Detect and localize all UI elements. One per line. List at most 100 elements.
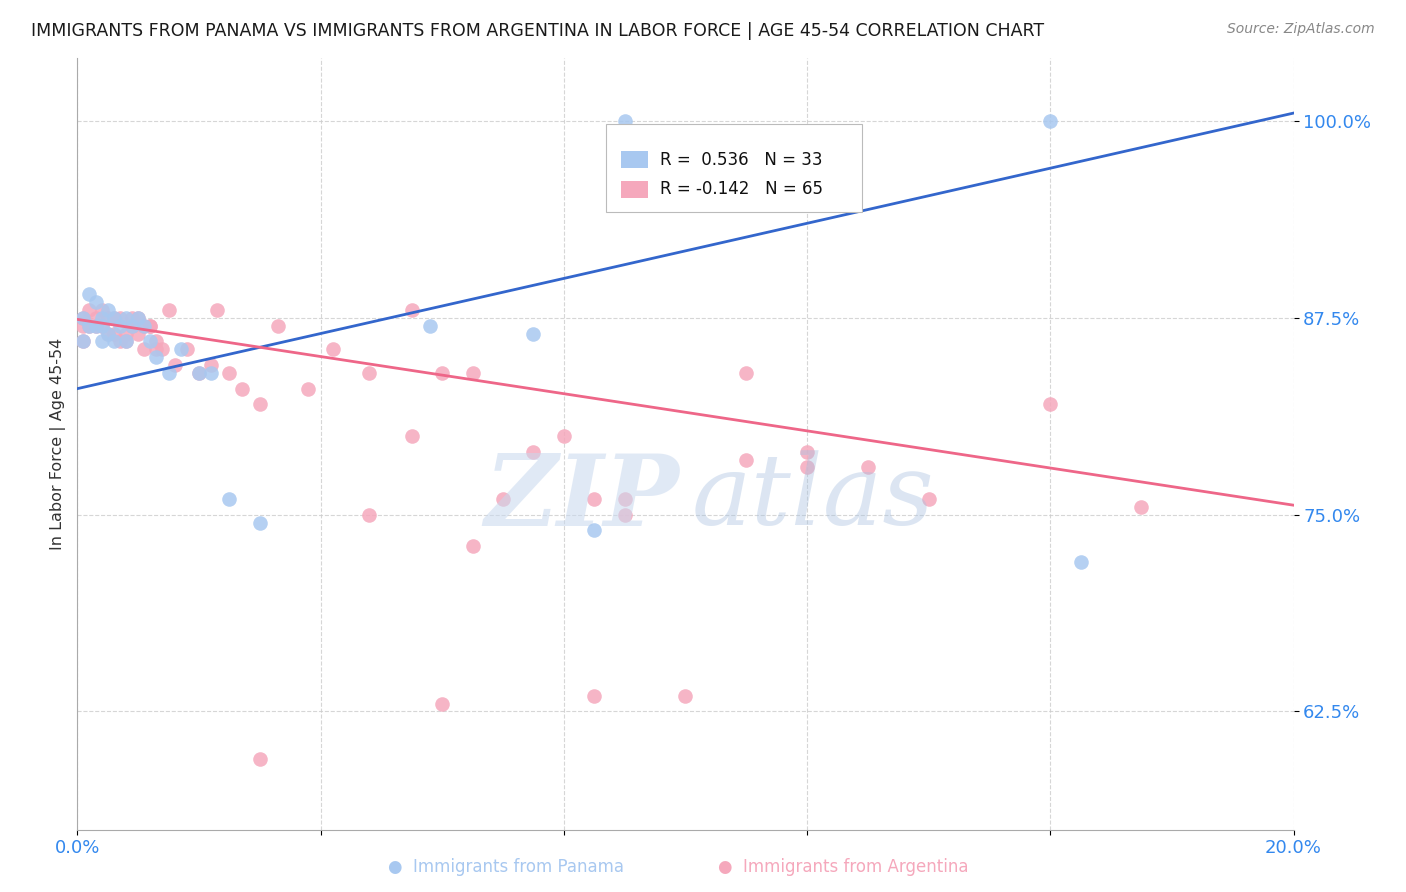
Point bbox=[188, 366, 211, 380]
Point bbox=[79, 318, 101, 333]
Point bbox=[97, 310, 120, 325]
Point bbox=[613, 114, 636, 128]
Point bbox=[163, 358, 186, 372]
Point bbox=[127, 310, 149, 325]
Point bbox=[796, 444, 818, 458]
Point bbox=[613, 508, 636, 522]
Point bbox=[79, 318, 101, 333]
Point bbox=[103, 310, 125, 325]
Point bbox=[121, 318, 143, 333]
Point bbox=[127, 326, 149, 341]
Point bbox=[103, 326, 125, 341]
Point bbox=[79, 287, 101, 301]
Point bbox=[430, 366, 453, 380]
Point bbox=[139, 334, 162, 349]
Point bbox=[145, 334, 167, 349]
Point bbox=[72, 310, 94, 325]
Point bbox=[72, 334, 94, 349]
Point bbox=[249, 397, 271, 411]
Point bbox=[79, 302, 101, 317]
Point bbox=[613, 491, 636, 506]
Y-axis label: In Labor Force | Age 45-54: In Labor Force | Age 45-54 bbox=[51, 338, 66, 549]
Point bbox=[492, 491, 515, 506]
Point bbox=[108, 318, 131, 333]
Point bbox=[200, 366, 222, 380]
Point bbox=[359, 508, 381, 522]
Text: Source: ZipAtlas.com: Source: ZipAtlas.com bbox=[1227, 22, 1375, 37]
Point bbox=[796, 460, 818, 475]
Point bbox=[157, 302, 180, 317]
Point bbox=[583, 491, 606, 506]
Point bbox=[461, 366, 484, 380]
Point bbox=[121, 318, 143, 333]
Text: atlas: atlas bbox=[692, 450, 934, 545]
Point bbox=[170, 343, 193, 357]
Point bbox=[1130, 500, 1153, 514]
Point bbox=[115, 334, 138, 349]
Point bbox=[200, 358, 222, 372]
Text: ZIP: ZIP bbox=[484, 450, 679, 546]
Point bbox=[522, 444, 544, 458]
Point bbox=[1039, 114, 1062, 128]
Point bbox=[205, 302, 228, 317]
Point bbox=[103, 334, 125, 349]
Point bbox=[115, 334, 138, 349]
Point bbox=[90, 334, 112, 349]
Point bbox=[553, 429, 575, 443]
Point bbox=[139, 318, 162, 333]
Point bbox=[139, 318, 162, 333]
Point bbox=[90, 310, 112, 325]
Point bbox=[108, 310, 131, 325]
Point bbox=[90, 318, 112, 333]
Point bbox=[218, 491, 240, 506]
Point bbox=[1070, 555, 1092, 569]
Point bbox=[145, 350, 167, 364]
Point bbox=[583, 524, 606, 538]
Point bbox=[249, 516, 271, 530]
Point bbox=[72, 318, 94, 333]
Point bbox=[97, 326, 120, 341]
Point bbox=[121, 310, 143, 325]
Point bbox=[97, 326, 120, 341]
Point bbox=[97, 302, 120, 317]
Point bbox=[401, 302, 423, 317]
Point bbox=[735, 452, 758, 467]
Point bbox=[115, 326, 138, 341]
Point bbox=[103, 310, 125, 325]
Point bbox=[522, 326, 544, 341]
Point bbox=[108, 334, 131, 349]
Point bbox=[127, 310, 149, 325]
Point bbox=[419, 318, 441, 333]
Point bbox=[134, 318, 156, 333]
Point bbox=[583, 689, 606, 703]
Point bbox=[90, 318, 112, 333]
Text: R =  0.536   N = 33: R = 0.536 N = 33 bbox=[659, 151, 823, 169]
Point bbox=[359, 366, 381, 380]
Point bbox=[157, 366, 180, 380]
Point bbox=[115, 310, 138, 325]
Point bbox=[145, 343, 167, 357]
Point bbox=[249, 752, 271, 766]
Point bbox=[918, 491, 941, 506]
Point bbox=[218, 366, 240, 380]
Point bbox=[134, 318, 156, 333]
Text: IMMIGRANTS FROM PANAMA VS IMMIGRANTS FROM ARGENTINA IN LABOR FORCE | AGE 45-54 C: IMMIGRANTS FROM PANAMA VS IMMIGRANTS FRO… bbox=[31, 22, 1045, 40]
Point bbox=[322, 343, 344, 357]
Point bbox=[152, 343, 174, 357]
Text: ●  Immigrants from Panama: ● Immigrants from Panama bbox=[388, 858, 624, 876]
Point bbox=[134, 343, 156, 357]
Point bbox=[231, 382, 253, 396]
Point bbox=[856, 460, 879, 475]
Point bbox=[461, 539, 484, 553]
FancyBboxPatch shape bbox=[606, 124, 862, 212]
Point bbox=[90, 302, 112, 317]
Text: ●  Immigrants from Argentina: ● Immigrants from Argentina bbox=[718, 858, 969, 876]
Point bbox=[176, 343, 198, 357]
Point bbox=[84, 318, 107, 333]
Point bbox=[297, 382, 319, 396]
Point bbox=[735, 366, 758, 380]
Point bbox=[675, 689, 697, 703]
FancyBboxPatch shape bbox=[621, 152, 648, 169]
Text: R = -0.142   N = 65: R = -0.142 N = 65 bbox=[659, 180, 823, 198]
Point bbox=[188, 366, 211, 380]
